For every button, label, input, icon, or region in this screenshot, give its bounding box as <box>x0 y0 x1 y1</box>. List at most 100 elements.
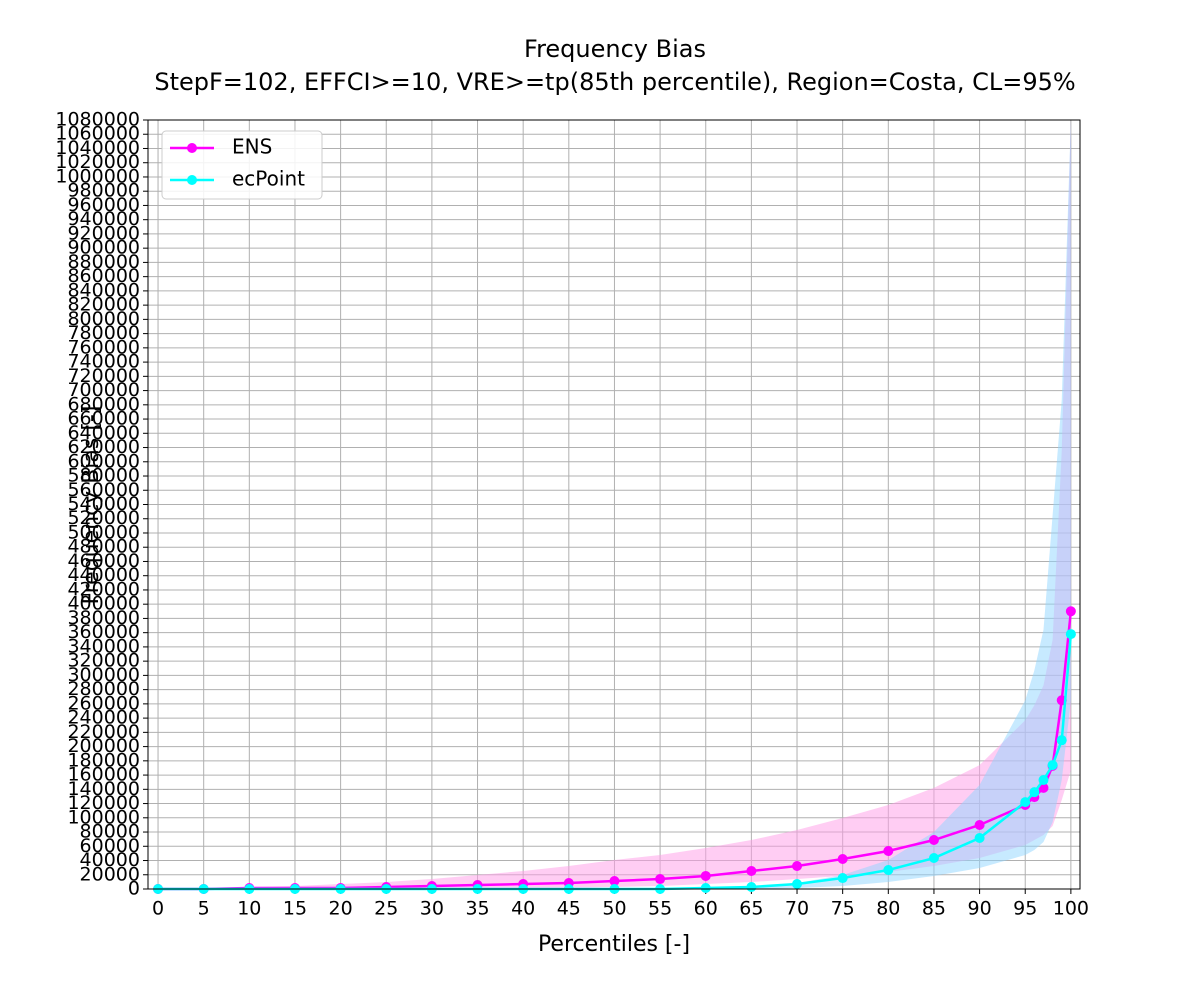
x-tick-label: 5 <box>198 898 210 920</box>
y-tick-label: 40000 <box>80 849 140 871</box>
x-tick-label: 10 <box>237 898 261 920</box>
y-tick-label: 360000 <box>67 621 140 643</box>
y-tick-label: 560000 <box>67 479 140 501</box>
x-tick-label: 95 <box>1013 898 1037 920</box>
x-tick-label: 60 <box>694 898 718 920</box>
data-point <box>883 845 894 856</box>
y-axis-label: Frequency Bias [-] <box>79 406 104 605</box>
x-tick-label: 0 <box>152 898 164 920</box>
y-tick-label: 140000 <box>67 778 140 800</box>
y-tick-label: 720000 <box>67 365 140 387</box>
y-tick-label: 980000 <box>67 180 140 202</box>
y-tick-label: 340000 <box>67 635 140 657</box>
y-tick-label: 1000000 <box>55 165 140 187</box>
y-tick-label: 1060000 <box>55 123 140 145</box>
y-tick-label: 580000 <box>67 465 140 487</box>
y-tick-label: 320000 <box>67 650 140 672</box>
x-tick-label: 55 <box>648 898 672 920</box>
y-tick-label: 680000 <box>67 393 140 415</box>
y-tick-label: 480000 <box>67 536 140 558</box>
data-point <box>700 870 711 881</box>
y-tick-label: 220000 <box>67 721 140 743</box>
y-tick-label: 260000 <box>67 692 140 714</box>
y-tick-label: 420000 <box>67 578 140 600</box>
y-tick-label: 660000 <box>67 408 140 430</box>
confidence-band <box>158 120 1071 889</box>
data-point <box>655 874 666 885</box>
y-tick-label: 180000 <box>67 749 140 771</box>
data-point <box>837 873 848 884</box>
data-point <box>1047 760 1058 771</box>
x-tick-label: 30 <box>420 898 444 920</box>
y-tick-label: 540000 <box>67 493 140 515</box>
y-tick-label: 880000 <box>67 251 140 273</box>
data-point <box>1020 797 1031 808</box>
y-tick-label: 820000 <box>67 294 140 316</box>
legend: ENS ecPoint <box>161 130 323 200</box>
y-tick-label: 380000 <box>67 607 140 629</box>
data-point <box>700 883 711 894</box>
x-tick-label: 15 <box>283 898 307 920</box>
data-point <box>792 861 803 872</box>
data-point <box>974 833 985 844</box>
x-tick-label: 65 <box>739 898 763 920</box>
y-tick-label: 780000 <box>67 322 140 344</box>
y-tick-label: 760000 <box>67 336 140 358</box>
data-point <box>792 879 803 890</box>
y-tick-label: 1080000 <box>55 109 140 131</box>
x-tick-label: 75 <box>831 898 855 920</box>
data-point <box>609 876 620 887</box>
y-tick-label: 1040000 <box>55 137 140 159</box>
y-tick-label: 240000 <box>67 707 140 729</box>
y-tick-label: 400000 <box>67 593 140 615</box>
y-tick-label: 600000 <box>67 450 140 472</box>
y-tick-label: 460000 <box>67 550 140 572</box>
y-tick-label: 940000 <box>67 208 140 230</box>
y-tick-label: 20000 <box>80 863 140 885</box>
y-tick-label: 920000 <box>67 222 140 244</box>
y-tick-label: 860000 <box>67 265 140 287</box>
legend-marker <box>187 175 197 185</box>
data-point <box>974 819 985 830</box>
y-tick-label: 840000 <box>67 279 140 301</box>
x-tick-label: 85 <box>922 898 946 920</box>
legend-label: ENS <box>232 135 272 159</box>
data-point <box>928 835 939 846</box>
data-point <box>1038 775 1049 786</box>
legend-label: ecPoint <box>232 167 305 191</box>
y-tick-label: 640000 <box>67 422 140 444</box>
x-tick-label: 20 <box>329 898 353 920</box>
y-tick-label: 0 <box>128 878 140 900</box>
y-tick-label: 100000 <box>67 806 140 828</box>
y-tick-label: 440000 <box>67 564 140 586</box>
y-tick-label: 740000 <box>67 351 140 373</box>
x-tick-label: 90 <box>967 898 991 920</box>
data-point <box>1056 735 1067 746</box>
y-tick-label: 300000 <box>67 664 140 686</box>
y-tick-label: 700000 <box>67 379 140 401</box>
y-tick-label: 500000 <box>67 521 140 543</box>
y-tick-label: 280000 <box>67 678 140 700</box>
x-tick-label: 25 <box>374 898 398 920</box>
data-point <box>883 864 894 875</box>
x-tick-label: 100 <box>1053 898 1089 920</box>
y-tick-label: 160000 <box>67 764 140 786</box>
data-point <box>1065 606 1076 617</box>
data-point <box>746 865 757 876</box>
chart-title: Frequency Bias <box>524 35 706 63</box>
x-tick-label: 80 <box>876 898 900 920</box>
data-point <box>1029 787 1040 798</box>
y-tick-label: 620000 <box>67 436 140 458</box>
y-tick-label: 120000 <box>67 792 140 814</box>
x-tick-label: 45 <box>557 898 581 920</box>
y-tick-label: 800000 <box>67 308 140 330</box>
plot-frame <box>147 119 1081 890</box>
y-tick-label: 60000 <box>80 835 140 857</box>
x-tick-label: 40 <box>511 898 535 920</box>
y-tick-label: 80000 <box>80 821 140 843</box>
data-point <box>837 854 848 865</box>
data-point <box>1065 629 1076 640</box>
x-tick-label: 35 <box>465 898 489 920</box>
